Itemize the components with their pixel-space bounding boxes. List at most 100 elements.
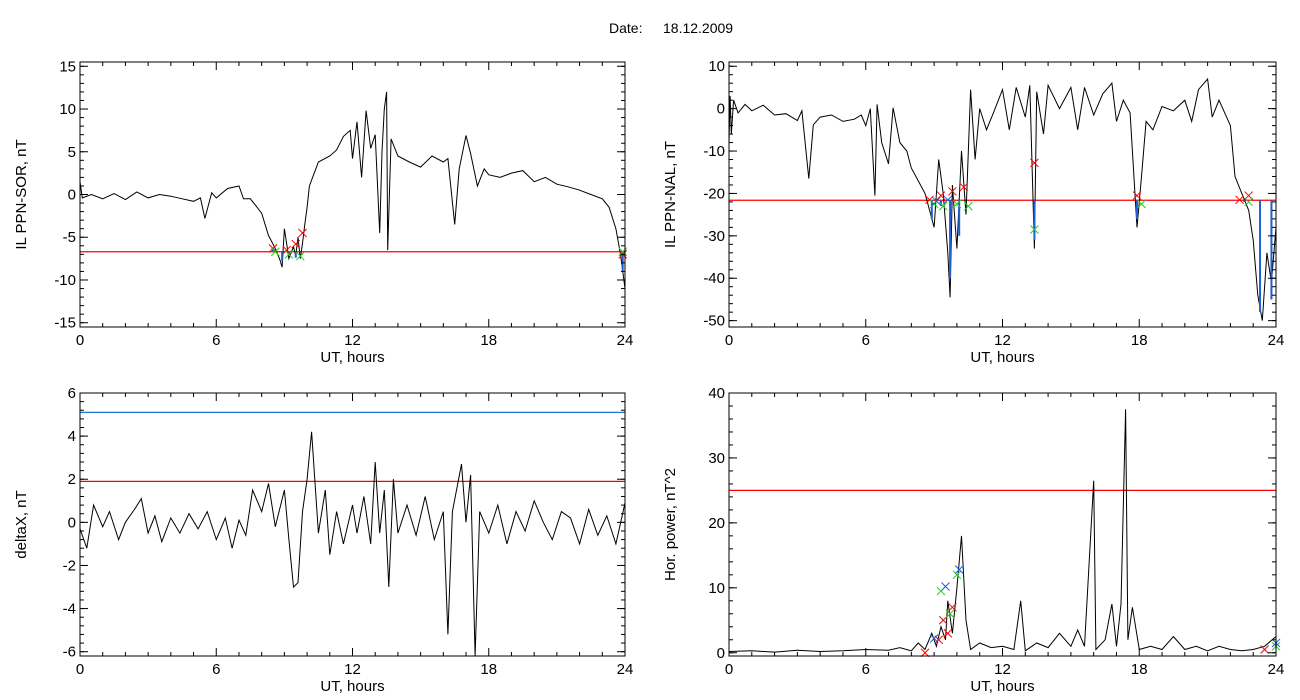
marker-stroke: [1030, 158, 1039, 168]
x-tick-label: 24: [1268, 332, 1285, 349]
marker-stroke: [1132, 191, 1142, 200]
marker-blue: [929, 634, 939, 643]
marker-stroke: [929, 634, 939, 643]
marker-red: [943, 628, 953, 638]
plot-frame: [728, 61, 1277, 328]
x-tick-label: 12: [994, 661, 1011, 678]
y-axis-label: deltaX, nT: [13, 490, 30, 558]
marker-stroke: [1260, 645, 1269, 654]
marker-green: [284, 249, 294, 259]
marker-red: [920, 648, 930, 658]
x-axis-label: UT, hours: [970, 678, 1034, 695]
x-tick-label: 0: [76, 661, 84, 678]
y-tick-label: -40: [703, 270, 725, 287]
marker-red: [959, 182, 969, 192]
marker-red: [298, 228, 307, 238]
marker-blue: [954, 565, 964, 574]
x-tick-label: 18: [480, 661, 497, 678]
chart-panel-1: 0 6 12 18 24 15 10 5 0 -5 -10 -15 UT, hours IL PPN-SO…: [13, 58, 633, 366]
x-tick-label: 24: [1268, 661, 1285, 678]
marker-stroke: [1137, 199, 1146, 209]
marker-red: [936, 191, 946, 200]
marker-green: [952, 570, 962, 580]
marker-stroke: [952, 199, 962, 209]
marker-green: [295, 251, 305, 261]
y-tick-label: 0: [717, 101, 725, 118]
series-line: [729, 409, 1276, 653]
x-tick-label: 0: [725, 661, 733, 678]
marker-stroke: [298, 228, 307, 238]
marker-stroke: [954, 565, 964, 574]
y-tick-label: -50: [703, 313, 725, 330]
marker-red: [1132, 191, 1142, 200]
y-tick-label: 10: [59, 101, 76, 118]
y-tick-label: 0: [68, 187, 76, 204]
marker-stroke: [270, 247, 280, 257]
y-tick-label: -10: [703, 143, 725, 160]
y-tick-label: -15: [54, 315, 76, 332]
x-tick-label: 0: [725, 332, 733, 349]
marker-red: [1260, 645, 1269, 654]
marker-stroke: [1235, 195, 1244, 205]
marker-red: [1235, 195, 1244, 205]
marker-stroke: [295, 251, 305, 261]
marker-red: [948, 186, 957, 196]
marker-stroke: [1030, 225, 1039, 234]
marker-stroke: [1244, 191, 1254, 200]
marker-red: [1244, 191, 1254, 200]
x-axis-label: UT, hours: [970, 349, 1034, 366]
x-axis-label: UT, hours: [320, 678, 384, 695]
x-tick-label: 24: [617, 661, 634, 678]
marker-stroke: [945, 609, 955, 619]
x-tick-label: 6: [862, 332, 870, 349]
y-tick-label: 20: [708, 515, 725, 532]
marker-green: [1137, 199, 1146, 209]
x-tick-label: 6: [862, 661, 870, 678]
marker-stroke: [1244, 197, 1254, 207]
x-tick-label: 12: [344, 332, 361, 349]
marker-stroke: [948, 186, 957, 196]
series-line: [729, 77, 1276, 321]
marker-stroke: [938, 201, 948, 211]
marker-red: [1030, 158, 1039, 168]
marker-stroke: [925, 195, 934, 205]
marker-stroke: [291, 239, 301, 249]
x-tick-label: 0: [76, 332, 84, 349]
y-tick-label: 30: [708, 450, 725, 467]
y-tick-label: -2: [63, 557, 76, 574]
marker-stroke: [963, 201, 973, 211]
y-tick-label: 10: [708, 58, 725, 75]
x-tick-label: 24: [617, 332, 634, 349]
marker-stroke: [943, 195, 953, 205]
y-axis-label: IL PPN-SOR, nT: [13, 139, 30, 249]
marker-stroke: [920, 648, 930, 658]
marker-stroke: [284, 249, 294, 259]
y-tick-label: 0: [68, 514, 76, 531]
marker-stroke: [959, 182, 969, 192]
series-line: [80, 91, 625, 289]
y-tick-label: 15: [59, 58, 76, 75]
y-tick-label: 40: [708, 385, 725, 402]
marker-stroke: [952, 570, 962, 580]
chart-panel-2: 0 6 12 18 24 10 0 -10 -20 -30 -40 -50 UT, hours IL PP…: [662, 58, 1284, 366]
marker-green: [1244, 197, 1254, 207]
marker-stroke: [282, 245, 291, 255]
chart-panel-4: 0 6 12 18 24 40 30 20 10 0 UT, hours Hor. power, nT…: [662, 385, 1284, 695]
marker-green: [1030, 225, 1039, 234]
marker-stroke: [941, 582, 950, 591]
y-tick-label: 5: [68, 144, 76, 161]
marker-red: [948, 602, 957, 612]
x-tick-label: 18: [480, 332, 497, 349]
y-tick-label: 4: [68, 428, 76, 445]
series-line: [80, 431, 625, 656]
plot-frame: [79, 392, 626, 657]
x-tick-label: 18: [1131, 332, 1148, 349]
date-value: 18.12.2009: [663, 20, 733, 36]
y-tick-label: -6: [63, 644, 76, 661]
y-tick-label: 6: [68, 385, 76, 402]
plot-frame: [728, 392, 1277, 657]
y-tick-label: -20: [703, 185, 725, 202]
x-tick-label: 6: [212, 332, 220, 349]
x-tick-label: 12: [344, 661, 361, 678]
y-tick-label: 0: [717, 645, 725, 662]
